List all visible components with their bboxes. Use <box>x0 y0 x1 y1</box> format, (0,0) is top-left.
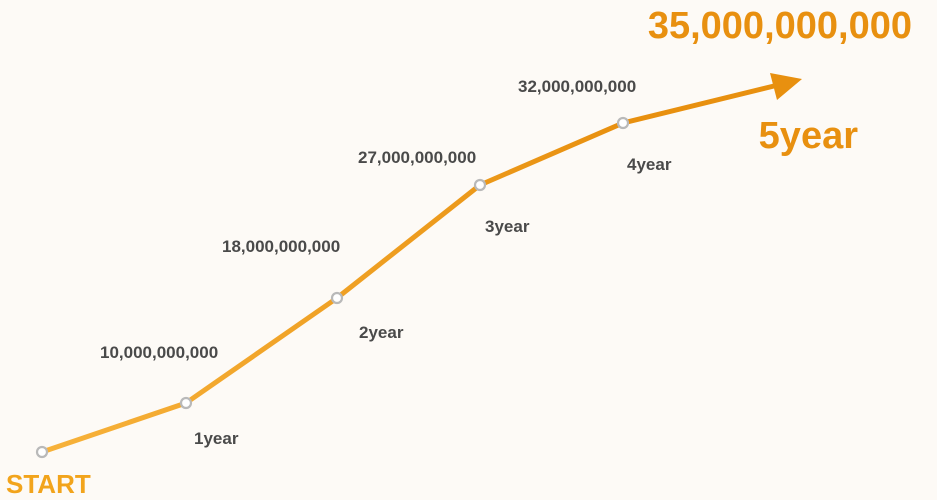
year-label-3year: 3year <box>485 217 530 236</box>
data-point-3year <box>473 178 487 192</box>
final-year-label: 5year <box>759 115 859 157</box>
data-point-2year <box>330 291 344 305</box>
year-label-4year: 4year <box>627 155 672 174</box>
series-line-group <box>39 73 802 455</box>
series-line-final-segment <box>620 83 777 126</box>
value-label-2year: 18,000,000,000 <box>222 237 340 256</box>
data-point-1year <box>179 396 193 410</box>
value-label-4year: 32,000,000,000 <box>518 77 636 96</box>
year-label-2year: 2year <box>359 323 404 342</box>
start-label: START <box>6 469 91 499</box>
series-line <box>39 120 626 455</box>
final-value-label: 35,000,000,000 <box>648 5 912 47</box>
value-label-3year: 27,000,000,000 <box>358 148 476 167</box>
label-group: START 35,000,000,000 5year 10,000,000,00… <box>6 5 912 499</box>
year-label-1year: 1year <box>194 429 239 448</box>
data-point-start <box>35 445 49 459</box>
data-point-group <box>35 116 630 459</box>
arrow-head-icon <box>770 73 802 100</box>
data-point-4year <box>616 116 630 130</box>
value-label-1year: 10,000,000,000 <box>100 343 218 362</box>
